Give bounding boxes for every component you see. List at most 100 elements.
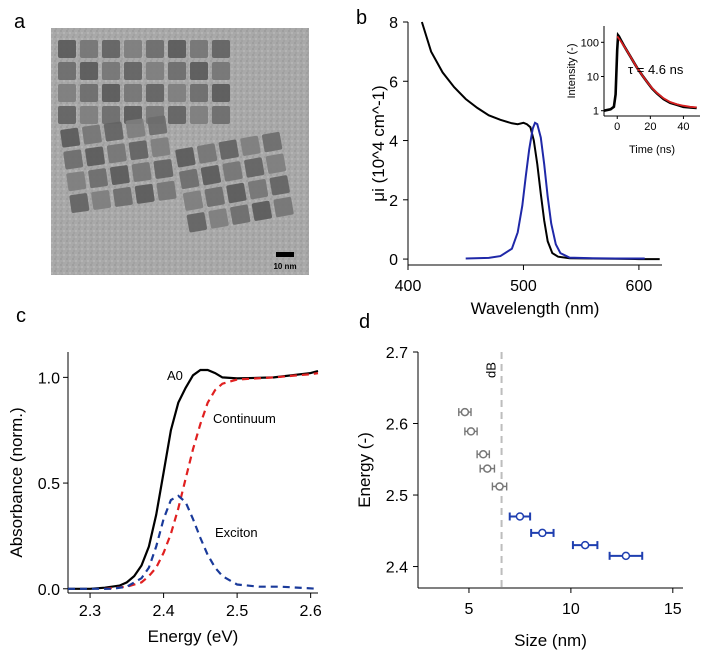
nanocube: [58, 62, 76, 80]
inset-x-tick-label: 0: [614, 121, 620, 133]
nanocube: [80, 40, 98, 58]
nanocube: [208, 208, 229, 229]
nanocube: [230, 204, 251, 225]
nanocube: [82, 124, 102, 145]
nanocube: [212, 106, 230, 124]
nanocube: [146, 62, 164, 80]
nanocube: [80, 84, 98, 102]
nanocube: [179, 168, 200, 190]
tem-micrograph: 10 nm: [51, 28, 309, 275]
inset-y-tick-label: 10: [587, 72, 599, 84]
panel-letter-d: d: [359, 311, 370, 333]
a0-line: [68, 368, 319, 590]
nanocube: [212, 84, 230, 102]
emission-line: [465, 121, 645, 260]
nanocube: [102, 62, 120, 80]
nanocube: [60, 127, 81, 148]
data-point: [483, 464, 492, 473]
nanocube: [244, 157, 265, 178]
continuum-line: [104, 372, 319, 590]
a0-annotation: A0: [167, 368, 183, 383]
y-tick-label: 0.0: [38, 582, 60, 599]
nanocube: [153, 159, 174, 179]
nanocube: [168, 62, 186, 80]
nanocube: [204, 186, 225, 207]
nanocube: [269, 175, 290, 196]
x-tick-label: 2.5: [226, 603, 248, 620]
nanocube: [196, 143, 218, 164]
nanocube: [150, 137, 171, 158]
nanocube: [190, 106, 208, 124]
nanocube: [247, 179, 269, 200]
nanocube: [109, 165, 130, 186]
nanocube: [128, 140, 149, 161]
nanocube: [88, 168, 108, 189]
x-tick-label: 500: [510, 278, 537, 295]
y-axis-title: μi (10^4 cm^-1): [369, 85, 388, 201]
x-tick-label: 5: [465, 601, 474, 618]
x-tick-label: 2.3: [79, 603, 101, 620]
nanocube: [265, 153, 287, 174]
y-axis-title: Absorbance (norm.): [7, 407, 26, 557]
nanocube-domain: [58, 40, 230, 124]
nanocube: [182, 190, 204, 211]
nanocube: [190, 62, 208, 80]
nanocube: [186, 212, 207, 233]
x-axis-title: Energy (eV): [148, 627, 239, 646]
inset-x-axis-title: Time (ns): [629, 144, 675, 156]
y-tick-label: 2: [389, 193, 398, 210]
nanocube-domain: [175, 131, 294, 233]
panel-d-energy-size-chart: 5 10 15 2.4 2.5 2.6 2.7 Size (nm) Energy (-) dB: [355, 345, 683, 650]
data-point: [466, 427, 476, 436]
nanocube: [134, 183, 155, 204]
panel-letter-b: b: [356, 7, 367, 29]
nanocube: [124, 62, 142, 80]
x-tick-label: 15: [664, 601, 682, 618]
panel-c-absorbance-chart: 2.3 2.4 2.5 2.6 0.0 0.5 1.0 Energy (eV) Absorban…: [7, 352, 322, 646]
nanocube: [190, 40, 208, 58]
nanocube: [218, 139, 239, 160]
y-tick-label: 4: [389, 134, 398, 151]
x-axis-title: Size (nm): [514, 631, 587, 650]
nanocube: [102, 84, 120, 102]
nanocube: [69, 193, 90, 213]
nanocube-array: [58, 40, 294, 233]
y-tick-label: 2.7: [386, 345, 408, 362]
nanocube: [125, 118, 146, 139]
nanocube: [102, 106, 120, 124]
nanocube: [80, 106, 98, 124]
exciton-annotation: Exciton: [215, 525, 258, 540]
nanocube: [58, 106, 76, 124]
nanocube: [106, 143, 127, 164]
panel-b-inset-decay-chart: 0 20 40 1 10 100 Time (ns) Intensity (-) τ = 4.6…: [566, 26, 700, 156]
nanocube: [58, 84, 76, 102]
nanocube: [124, 84, 142, 102]
y-axis-title: Energy (-): [355, 432, 374, 508]
inset-x-tick-label: 20: [644, 121, 656, 133]
data-point: [478, 450, 488, 459]
bohr-diameter-label: dB: [484, 362, 499, 378]
scale-bar-label: 10 nm: [273, 262, 296, 271]
nanocube: [222, 161, 243, 182]
continuum-annotation: Continuum: [213, 411, 276, 426]
x-tick-label: 400: [395, 278, 422, 295]
nanocube: [212, 40, 230, 58]
y-tick-label: 2.5: [386, 488, 408, 505]
data-point: [538, 528, 547, 538]
data-point: [460, 407, 470, 417]
nanocube: [113, 186, 133, 207]
nanocube: [251, 200, 272, 221]
nanocube: [156, 180, 177, 201]
nanocube: [147, 115, 168, 136]
x-tick-label: 2.4: [152, 603, 174, 620]
nanocube: [261, 131, 283, 153]
nanocube: [66, 171, 87, 192]
y-tick-label: 8: [389, 15, 398, 32]
x-tick-label: 2.6: [300, 603, 322, 620]
nanocube: [175, 147, 196, 168]
x-tick-label: 10: [562, 601, 580, 618]
nanocube: [273, 196, 294, 218]
y-tick-label: 2.6: [386, 417, 408, 434]
nanocube: [91, 190, 112, 210]
